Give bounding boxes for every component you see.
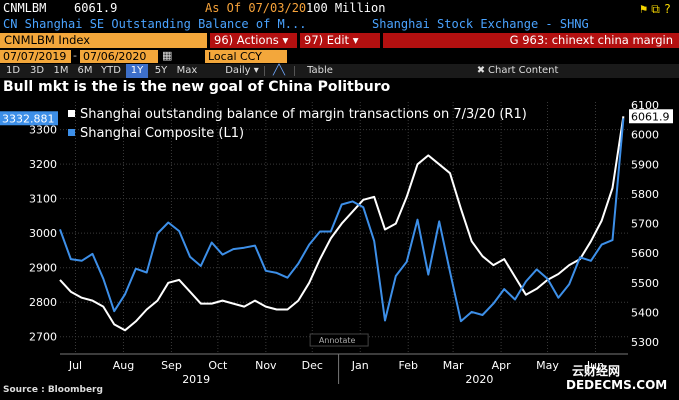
calendar-icon[interactable]: ▦ [162, 49, 173, 62]
range-1y[interactable]: 1Y [126, 64, 148, 78]
as-of-date: As Of 07/03/20 [205, 1, 307, 15]
date-row: 07/07/2019 - 07/06/2020 ▦ Local CCY [0, 49, 679, 64]
right-tick-label: 5800 [631, 188, 659, 201]
x-tick-label: Sep [161, 359, 182, 372]
x-tick-label: Aug [113, 359, 134, 372]
start-date-input[interactable]: 07/07/2019 [0, 50, 71, 63]
x-tick-label: Dec [302, 359, 323, 372]
index-field[interactable]: CNMLBM Index [0, 33, 207, 48]
actions-menu-button[interactable]: 96) Actions ▾ [210, 33, 297, 48]
range-1d[interactable]: 1D [5, 65, 21, 76]
currency-select[interactable]: Local CCY [205, 50, 287, 63]
right-tick-label: 5300 [631, 336, 659, 349]
left-tick-label: 2700 [29, 331, 57, 344]
right-tick-label: 5600 [631, 247, 659, 260]
x-tick-label: Apr [492, 359, 512, 372]
unit-label: 100 Million [306, 1, 386, 15]
watermark-line-1: 云财经网 [572, 364, 621, 378]
pin-icon[interactable]: ⚑ [639, 2, 652, 16]
header-row: CNMLBM 6061.9 As Of 07/03/20 100 Million… [0, 0, 679, 16]
x-tick-label: Jun [586, 359, 604, 372]
popout-icon[interactable]: ⧉ [651, 2, 664, 16]
left-tick-label: 2900 [29, 262, 57, 275]
chart-subtitle: Bull mkt is the is the new goal of China… [3, 79, 391, 95]
x-tick-label: Jan [351, 359, 369, 372]
line-chart-icon[interactable]: ╱╲ [272, 65, 286, 76]
x-tick-label: Mar [443, 359, 464, 372]
left-tick-label: 3000 [29, 227, 57, 240]
x-tick-label: May [536, 359, 559, 372]
annotate-button[interactable] [309, 333, 369, 347]
right-tick-label: 5900 [631, 158, 659, 171]
year-label: 2020 [465, 373, 493, 386]
left-last-value-tag [0, 111, 58, 126]
chart-content-button[interactable]: Chart Content [488, 65, 559, 76]
range-3d[interactable]: 3D [29, 65, 45, 76]
source-note: Source : Bloomberg [3, 385, 103, 395]
security-description: CN Shanghai SE Outstanding Balance of M.… [3, 17, 307, 31]
right-tick-label: 6100 [631, 99, 659, 112]
x-tick-label: Feb [398, 359, 417, 372]
range-1m[interactable]: 1M [53, 65, 69, 76]
right-tick-label: 5500 [631, 277, 659, 290]
left-last-value-label: 3332.881 [2, 112, 55, 125]
left-tick-label: 2800 [29, 296, 57, 309]
help-icon[interactable]: ? [663, 2, 675, 16]
line-chart[interactable]: 2700 2800 2900 3000 3100 3200 3300 Jul Aug Sep Oct… [0, 96, 679, 386]
left-tick-label: 3100 [29, 193, 57, 206]
x-tick-label: Oct [208, 359, 228, 372]
edit-menu-button[interactable]: 97) Edit ▾ [300, 33, 380, 48]
window-controls[interactable]: ⚑⧉? [640, 1, 675, 17]
watermark-line-2: DEDECMS.COM [566, 378, 668, 392]
range-6m[interactable]: 6M [77, 65, 93, 76]
frequency-select[interactable]: Daily ▾ [225, 65, 259, 76]
range-5y[interactable]: 5Y [154, 65, 168, 76]
legend-swatch-margin [68, 110, 75, 117]
date-separator: - [73, 49, 77, 62]
range-max[interactable]: Max [176, 65, 198, 76]
right-tick-label: 6000 [631, 129, 659, 142]
margin-balance-line [59, 116, 625, 332]
exchange-name: Shanghai Stock Exchange - SHNG [372, 17, 589, 31]
table-button[interactable]: Table [307, 65, 333, 76]
legend-shanghai-composite: Shanghai Composite (L1) [80, 126, 244, 141]
left-tick-label: 3200 [29, 158, 57, 171]
right-last-value-tag [629, 109, 673, 124]
chart-content-icon[interactable]: ✖ [476, 65, 486, 76]
x-tick-label: Nov [255, 359, 277, 372]
right-tick-label: 5700 [631, 218, 659, 231]
ticker-symbol: CNMLBM [3, 1, 47, 15]
annotate-label: Annotate [319, 336, 356, 345]
legend-swatch-composite [68, 129, 75, 136]
year-label: 2019 [182, 373, 210, 386]
range-bar: 1D 3D 1M 6M YTD 1Y 5Y Max Daily ▾ ╱╲ Table ✖ Ch… [0, 64, 679, 78]
function-title: G 963: chinext china margin [383, 33, 679, 48]
legend-margin-balance: Shanghai outstanding balance of margin t… [80, 107, 527, 122]
range-ytd[interactable]: YTD [101, 65, 121, 76]
right-tick-label: 5400 [631, 306, 659, 319]
end-date-input[interactable]: 07/06/2020 [80, 50, 158, 63]
description-row: CN Shanghai SE Outstanding Balance of M.… [0, 16, 679, 32]
toolbar: CNMLBM Index 96) Actions ▾ 97) Edit ▾ G … [0, 32, 679, 49]
left-tick-label: 3300 [29, 124, 57, 137]
shanghai-composite-line [59, 118, 625, 323]
x-tick-label: Jul [68, 359, 82, 372]
right-last-value-label: 6061.9 [631, 110, 670, 123]
last-value: 6061.9 [74, 1, 118, 15]
